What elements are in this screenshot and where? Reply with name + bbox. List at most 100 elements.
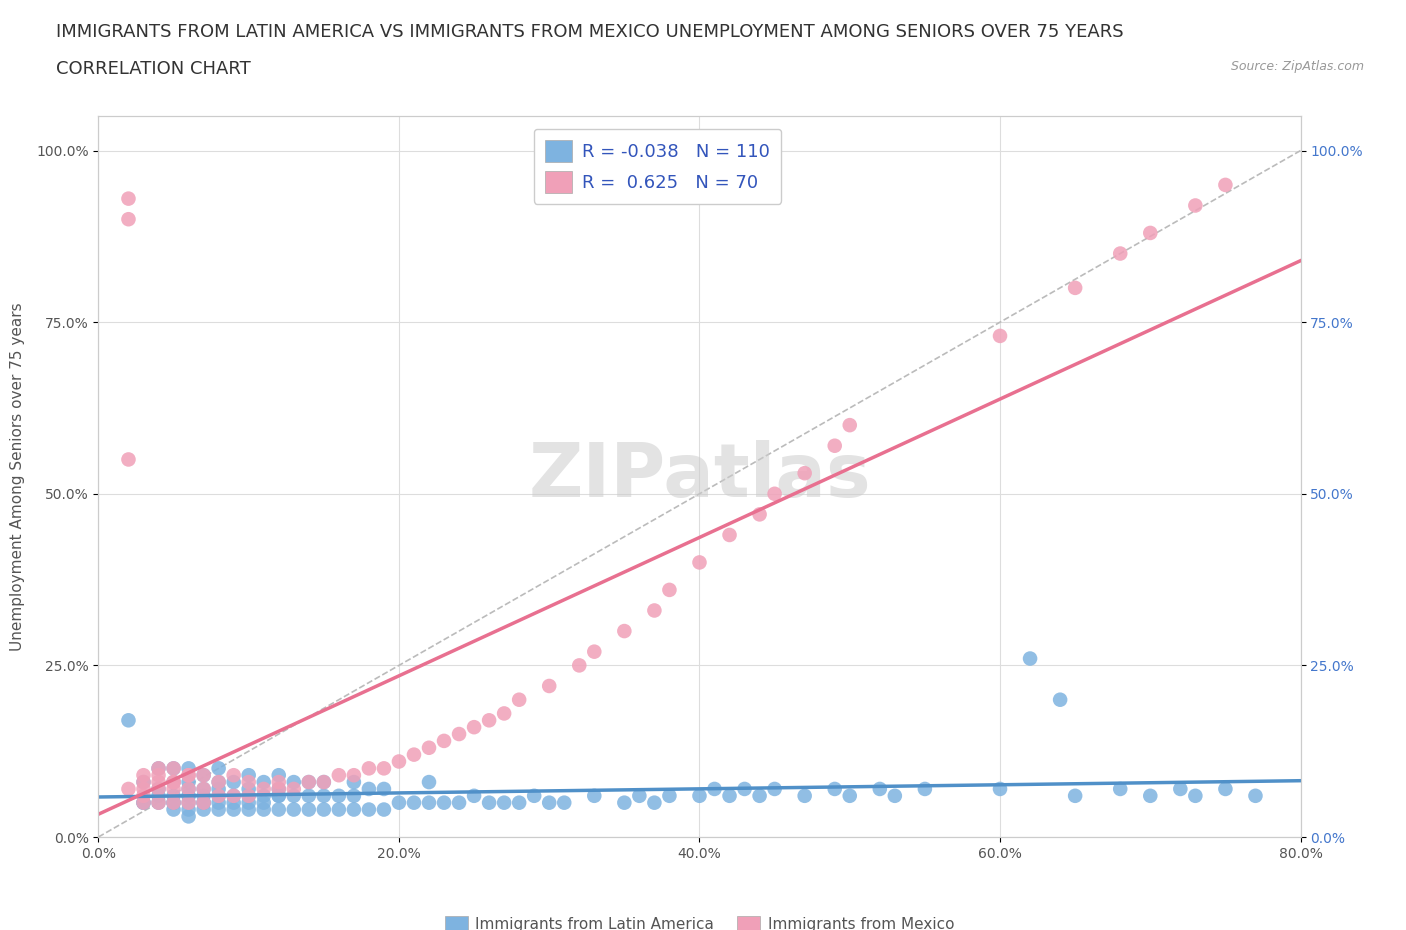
Point bbox=[402, 795, 425, 810]
Point bbox=[658, 789, 681, 804]
Point bbox=[1170, 781, 1192, 796]
Point bbox=[447, 795, 470, 810]
Point bbox=[208, 761, 231, 776]
Point bbox=[883, 789, 905, 804]
Point bbox=[447, 726, 470, 741]
Point bbox=[508, 795, 530, 810]
Point bbox=[208, 795, 231, 810]
Point bbox=[357, 802, 380, 817]
Point bbox=[838, 418, 860, 432]
Point bbox=[1184, 198, 1206, 213]
Point bbox=[418, 740, 440, 755]
Point bbox=[328, 802, 350, 817]
Point bbox=[1019, 651, 1042, 666]
Point bbox=[238, 775, 260, 790]
Point bbox=[689, 789, 711, 804]
Text: Source: ZipAtlas.com: Source: ZipAtlas.com bbox=[1230, 60, 1364, 73]
Point bbox=[824, 438, 846, 453]
Point bbox=[267, 802, 290, 817]
Point bbox=[208, 775, 231, 790]
Point bbox=[689, 555, 711, 570]
Point bbox=[162, 761, 184, 776]
Point bbox=[628, 789, 651, 804]
Point bbox=[373, 761, 395, 776]
Point bbox=[463, 720, 485, 735]
Point bbox=[267, 789, 290, 804]
Point bbox=[478, 713, 501, 728]
Point bbox=[1139, 225, 1161, 240]
Point bbox=[208, 802, 231, 817]
Point bbox=[148, 768, 170, 783]
Point bbox=[148, 775, 170, 790]
Point bbox=[523, 789, 546, 804]
Point bbox=[162, 775, 184, 790]
Y-axis label: Unemployment Among Seniors over 75 years: Unemployment Among Seniors over 75 years bbox=[10, 302, 25, 651]
Point bbox=[538, 679, 561, 694]
Point bbox=[583, 644, 606, 659]
Point bbox=[718, 789, 741, 804]
Point bbox=[132, 781, 155, 796]
Point bbox=[222, 768, 245, 783]
Point bbox=[643, 603, 665, 618]
Point bbox=[388, 754, 411, 769]
Point bbox=[132, 768, 155, 783]
Point bbox=[253, 795, 276, 810]
Point bbox=[208, 789, 231, 804]
Point bbox=[222, 775, 245, 790]
Point bbox=[838, 789, 860, 804]
Point bbox=[148, 761, 170, 776]
Point bbox=[793, 789, 815, 804]
Point bbox=[193, 768, 215, 783]
Point bbox=[328, 768, 350, 783]
Point bbox=[988, 781, 1011, 796]
Point bbox=[373, 781, 395, 796]
Text: CORRELATION CHART: CORRELATION CHART bbox=[56, 60, 252, 78]
Point bbox=[177, 775, 200, 790]
Point bbox=[193, 795, 215, 810]
Point bbox=[538, 795, 561, 810]
Point bbox=[1109, 246, 1132, 261]
Point bbox=[328, 789, 350, 804]
Point bbox=[253, 781, 276, 796]
Point bbox=[824, 781, 846, 796]
Point bbox=[763, 781, 786, 796]
Point bbox=[148, 761, 170, 776]
Point bbox=[1244, 789, 1267, 804]
Point bbox=[162, 802, 184, 817]
Point bbox=[208, 781, 231, 796]
Point bbox=[734, 781, 756, 796]
Point bbox=[177, 802, 200, 817]
Point bbox=[177, 781, 200, 796]
Point bbox=[343, 775, 366, 790]
Point bbox=[208, 789, 231, 804]
Point bbox=[253, 775, 276, 790]
Point bbox=[583, 789, 606, 804]
Point bbox=[418, 775, 440, 790]
Point bbox=[177, 789, 200, 804]
Point bbox=[238, 781, 260, 796]
Point bbox=[238, 789, 260, 804]
Point bbox=[148, 789, 170, 804]
Point bbox=[267, 768, 290, 783]
Point bbox=[253, 802, 276, 817]
Point bbox=[388, 795, 411, 810]
Point bbox=[433, 734, 456, 749]
Point bbox=[494, 706, 516, 721]
Point bbox=[357, 761, 380, 776]
Point bbox=[298, 775, 321, 790]
Point bbox=[267, 781, 290, 796]
Point bbox=[148, 781, 170, 796]
Point bbox=[1064, 789, 1087, 804]
Point bbox=[162, 761, 184, 776]
Point bbox=[283, 802, 305, 817]
Point bbox=[177, 768, 200, 783]
Point bbox=[703, 781, 725, 796]
Point bbox=[373, 802, 395, 817]
Point bbox=[433, 795, 456, 810]
Point bbox=[208, 775, 231, 790]
Point bbox=[1215, 781, 1237, 796]
Point bbox=[238, 768, 260, 783]
Point bbox=[988, 328, 1011, 343]
Point bbox=[162, 775, 184, 790]
Point bbox=[283, 789, 305, 804]
